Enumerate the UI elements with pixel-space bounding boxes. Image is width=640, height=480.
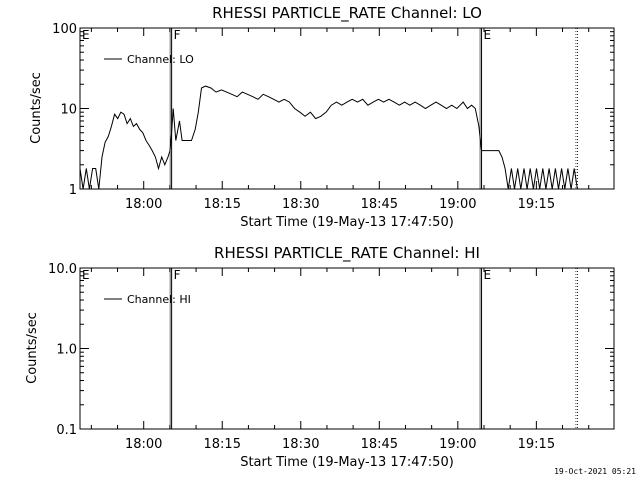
x-tick-label: 18:15 <box>204 437 241 452</box>
x-tick-label: 18:15 <box>204 197 241 212</box>
legend-label: Channel: LO <box>127 53 194 66</box>
y-tick-label: 10.0 <box>48 262 77 277</box>
flag-label: E <box>484 28 492 42</box>
y-tick-label: 1.0 <box>56 343 77 358</box>
timestamp-stamp: 19-Oct-2021 05:21 <box>554 467 636 476</box>
flag-label: F <box>174 268 181 282</box>
x-tick-label: 18:45 <box>361 197 398 212</box>
legend: Channel: HI <box>104 293 191 306</box>
chart-title: RHESSI PARTICLE_RATE Channel: HI <box>214 244 480 263</box>
x-axis-label: Start Time (19-May-13 17:47:50) <box>240 455 454 470</box>
flag-label: F <box>174 28 181 42</box>
x-axis-label: Start Time (19-May-13 17:47:50) <box>240 215 454 230</box>
legend: Channel: LO <box>104 53 194 66</box>
y-tick-label: 100 <box>52 22 77 37</box>
series-line <box>79 85 578 190</box>
chart-title: RHESSI PARTICLE_RATE Channel: LO <box>212 4 482 23</box>
x-tick-label: 18:00 <box>125 197 162 212</box>
x-tick-label: 18:30 <box>282 197 319 212</box>
x-tick-label: 19:15 <box>518 197 555 212</box>
x-tick-label: 19:15 <box>518 437 555 452</box>
y-tick-label: 1 <box>69 183 77 198</box>
y-tick-label: 0.1 <box>56 423 77 438</box>
axis-ticks: 18:00 18:15 18:30 18:45 19:00 19:15 0.1 1.0 10.0 <box>48 262 614 452</box>
x-tick-label: 18:30 <box>282 437 319 452</box>
y-axis-label: Counts/sec <box>29 72 44 144</box>
x-tick-label: 18:45 <box>361 437 398 452</box>
data-series <box>79 85 578 190</box>
legend-label: Channel: HI <box>127 293 191 306</box>
y-tick-label: 10 <box>60 103 77 118</box>
x-tick-label: 19:00 <box>439 437 476 452</box>
x-tick-label: 18:00 <box>125 437 162 452</box>
chart-panel-hi: RHESSI PARTICLE_RATE Channel: HI Start T… <box>25 244 615 470</box>
flag-label: E <box>82 268 90 282</box>
y-axis-label: Counts/sec <box>25 312 40 384</box>
axis-ticks: 18:00 18:15 18:30 18:45 19:00 19:15 1 10 100 <box>52 22 614 212</box>
chart-panel-lo: RHESSI PARTICLE_RATE Channel: LO Start T… <box>29 4 615 230</box>
plot-frame <box>79 27 615 190</box>
flag-label: E <box>82 28 90 42</box>
plot-frame <box>79 267 615 430</box>
x-tick-label: 19:00 <box>439 197 476 212</box>
flag-label: E <box>484 268 492 282</box>
